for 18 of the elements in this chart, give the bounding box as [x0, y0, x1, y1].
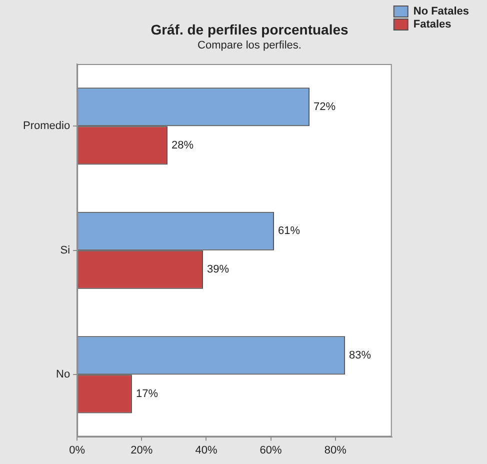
data-label: 17%: [136, 388, 158, 400]
data-label: 83%: [349, 349, 372, 362]
data-label: 28%: [171, 139, 194, 152]
y-tick-label: Si: [60, 244, 70, 256]
legend-label: Fatales: [413, 18, 452, 31]
x-tick-label: 0%: [69, 444, 86, 456]
y-tick-label: Promedio: [23, 120, 70, 132]
data-label: 72%: [314, 100, 336, 113]
x-tick-label: 80%: [324, 444, 347, 456]
y-tick-label: No: [56, 368, 70, 381]
chart-title: Gráf. de perfiles porcentuales: [150, 21, 349, 38]
x-tick-label: 60%: [260, 444, 282, 456]
x-tick-label: 20%: [130, 444, 153, 456]
data-label: 61%: [278, 225, 300, 238]
legend-label: No Fatales: [413, 6, 470, 18]
chart-subtitle: Compare los perfiles.: [198, 39, 302, 52]
x-tick-label: 40%: [195, 444, 218, 456]
data-label: 39%: [206, 264, 230, 276]
